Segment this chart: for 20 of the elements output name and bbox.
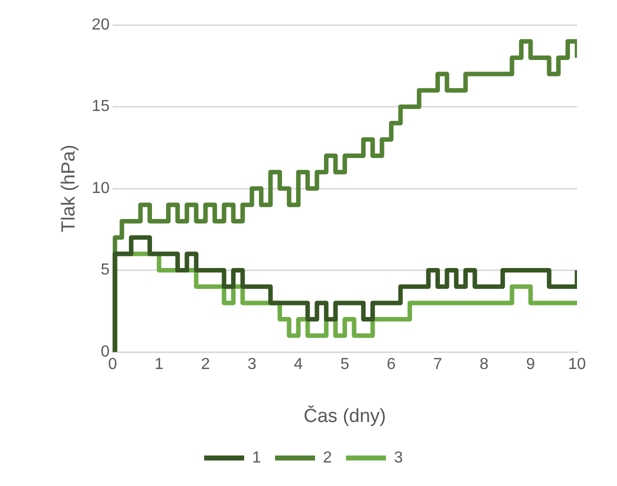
y-axis-title: Tlak (hPa) [58,144,80,232]
x-tick-label: 1 [154,356,164,374]
x-tick-label: 5 [340,356,350,374]
y-tick-label: 20 [92,16,110,34]
x-tick-label: 8 [480,356,489,374]
x-axis-title: Čas (dny) [304,404,386,427]
x-tick-label: 4 [294,356,303,374]
x-tick-label: 6 [386,356,396,374]
x-tick-label: 2 [201,356,210,374]
legend-label: 3 [394,449,403,466]
y-tick-label: 0 [100,343,110,360]
legend-label: 1 [252,449,262,466]
x-tick-label: 10 [568,356,586,374]
y-tick-label: 15 [92,98,110,116]
y-tick-label: 10 [92,180,110,197]
y-tick-label: 5 [100,262,110,279]
x-tick-label: 7 [433,356,442,374]
x-tick-label: 9 [526,356,536,374]
legend-label: 2 [323,449,332,466]
x-tick-label: 3 [247,356,256,374]
